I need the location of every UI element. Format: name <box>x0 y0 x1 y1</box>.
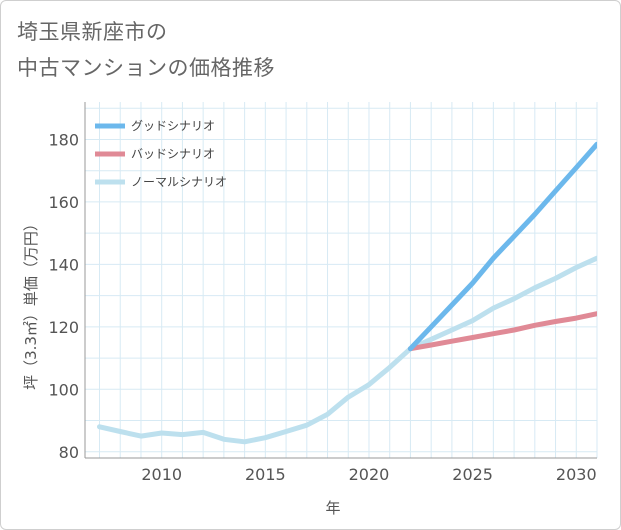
chart-axes <box>84 102 597 459</box>
chart-grid <box>85 102 598 458</box>
series-line-good <box>407 141 597 352</box>
x-tick-label: 2010 <box>141 465 182 484</box>
y-tick-label: 80 <box>59 443 79 462</box>
y-axis-title: 坪（3.3㎡）単価（万円） <box>22 216 40 390</box>
y-tick-label: 180 <box>48 130 79 149</box>
series-lines <box>97 141 597 445</box>
chart-title-line-1: 埼玉県新座市の <box>17 20 168 44</box>
y-tick-label: 160 <box>48 193 79 212</box>
chart-title-line-2: 中古マンションの価格推移 <box>17 56 275 80</box>
legend-label-bad: バッドシナリオ <box>131 147 215 161</box>
legend-label-good: グッドシナリオ <box>131 119 215 133</box>
y-tick-label: 120 <box>48 318 79 337</box>
x-tick-label: 2025 <box>452 465 493 484</box>
x-tick-label: 2015 <box>245 465 286 484</box>
chart-title: 埼玉県新座市の 中古マンションの価格推移 <box>17 14 275 86</box>
x-axis-title: 年 <box>325 499 340 517</box>
y-tick-label: 100 <box>48 380 79 399</box>
legend-label-normal: ノーマルシナリオ <box>131 175 227 189</box>
x-tick-label: 2030 <box>556 465 597 484</box>
series-line-bad <box>407 311 597 352</box>
series-line-normal <box>97 255 597 445</box>
y-tick-label: 140 <box>48 255 79 274</box>
tick-labels: 2010 2015 2020 2025 2030 80 100 120 140 160 180 <box>48 130 596 484</box>
x-tick-label: 2020 <box>349 465 390 484</box>
